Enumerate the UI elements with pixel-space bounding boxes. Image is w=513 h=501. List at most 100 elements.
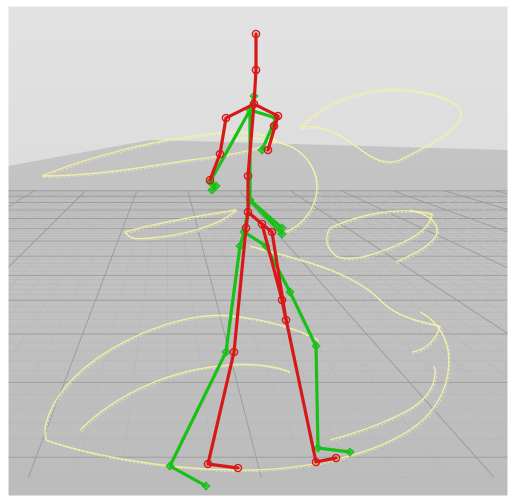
grid-line <box>0 191 4 478</box>
diamond-joint-icon <box>277 223 287 233</box>
grid-line <box>8 190 97 478</box>
grid-line <box>361 190 508 478</box>
skeleton-green <box>165 91 355 491</box>
grid-line <box>208 190 355 478</box>
bone <box>272 114 280 128</box>
diamond-joint-icon <box>345 447 355 457</box>
circle-joint-icon <box>263 145 273 155</box>
grid-line <box>290 190 508 478</box>
grid-line <box>249 190 508 478</box>
motion-trajectories <box>41 88 463 472</box>
circle-joint-icon <box>215 149 225 159</box>
circle-joint-icon <box>243 207 253 217</box>
trajectory-curve-shadow <box>235 139 319 234</box>
circle-joint-icon <box>331 453 341 463</box>
bone <box>242 230 268 248</box>
grid-line <box>197 190 309 478</box>
bone <box>208 152 222 182</box>
trajectory-curve-shadow <box>331 367 437 442</box>
grid-line <box>320 190 508 478</box>
bone <box>246 102 256 178</box>
diamond-joint-icon <box>201 481 211 491</box>
grid-line <box>331 190 508 478</box>
viewport-border <box>7 5 509 497</box>
trajectory-curve <box>45 311 450 471</box>
circle-joint-icon <box>251 29 261 39</box>
grid-line <box>238 190 495 478</box>
diamond-joint-icon <box>165 461 175 471</box>
grid-line <box>372 190 508 478</box>
trajectory-curve-shadow <box>47 313 451 472</box>
trajectory-curve <box>44 314 319 441</box>
grid-line <box>8 190 117 478</box>
grid-line <box>351 190 508 478</box>
circle-joint-icon <box>203 459 213 469</box>
circle-joint-icon <box>273 111 283 121</box>
trajectory-curve <box>395 209 438 263</box>
grid-line <box>279 190 508 478</box>
grid-line <box>167 190 169 478</box>
trajectory-curve <box>233 137 318 233</box>
grid-line <box>269 190 508 478</box>
bone <box>288 290 318 348</box>
ground-grid <box>0 190 508 478</box>
bone <box>224 244 242 354</box>
trajectory-curve-shadow <box>397 211 439 264</box>
trajectory-curve <box>249 245 441 353</box>
circle-joint-icon <box>267 227 277 237</box>
circle-joint-icon <box>281 315 291 325</box>
circle-joint-icon <box>205 175 215 185</box>
circle-joint-icon <box>243 171 253 181</box>
diamond-joint-icon <box>235 241 245 251</box>
circle-joint-icon <box>249 99 259 109</box>
trajectory-curve <box>79 363 291 431</box>
bone <box>206 462 240 470</box>
diamond-joint-icon <box>205 177 215 187</box>
bone <box>168 464 208 488</box>
trajectory-curve <box>41 131 277 177</box>
bone <box>252 102 280 118</box>
grid-line <box>300 190 508 478</box>
grid-line <box>8 190 107 478</box>
bone <box>314 344 320 450</box>
bone <box>260 222 274 234</box>
circle-joint-icon <box>233 463 243 473</box>
bone <box>244 210 250 230</box>
grid-line <box>8 190 127 478</box>
trajectory-curve-shadow <box>46 316 320 442</box>
circle-joint-icon <box>221 113 231 123</box>
trajectory-curve-shadow <box>251 247 442 354</box>
bone <box>280 298 318 464</box>
diamond-joint-icon <box>285 287 295 297</box>
diamond-joint-icon <box>311 341 321 351</box>
circle-joint-icon <box>241 223 251 233</box>
circle-joint-icon <box>257 219 267 229</box>
bone <box>252 68 258 106</box>
grid-line <box>259 190 508 478</box>
bone <box>168 350 228 468</box>
bone <box>248 198 284 230</box>
bone <box>208 108 252 184</box>
diamond-joint-icon <box>221 347 231 357</box>
bone <box>224 102 256 120</box>
trajectory-curve-shadow <box>327 212 434 261</box>
trajectory-curve <box>325 210 433 260</box>
circle-joint-icon <box>277 295 287 305</box>
bone <box>218 116 228 156</box>
bone <box>206 350 236 466</box>
diamond-joint-icon <box>277 229 287 239</box>
bone <box>232 226 248 354</box>
trajectory-curve <box>299 88 462 163</box>
trajectory-curve-shadow <box>126 211 239 241</box>
bone <box>260 222 284 302</box>
skeleton-red <box>203 29 341 473</box>
trajectory-curve <box>329 365 436 441</box>
grid-line <box>8 190 86 478</box>
circle-joint-icon <box>269 121 279 131</box>
grid-line <box>341 190 508 478</box>
circle-joint-icon <box>311 457 321 467</box>
grid-line <box>8 190 76 478</box>
grid-line <box>177 190 215 478</box>
